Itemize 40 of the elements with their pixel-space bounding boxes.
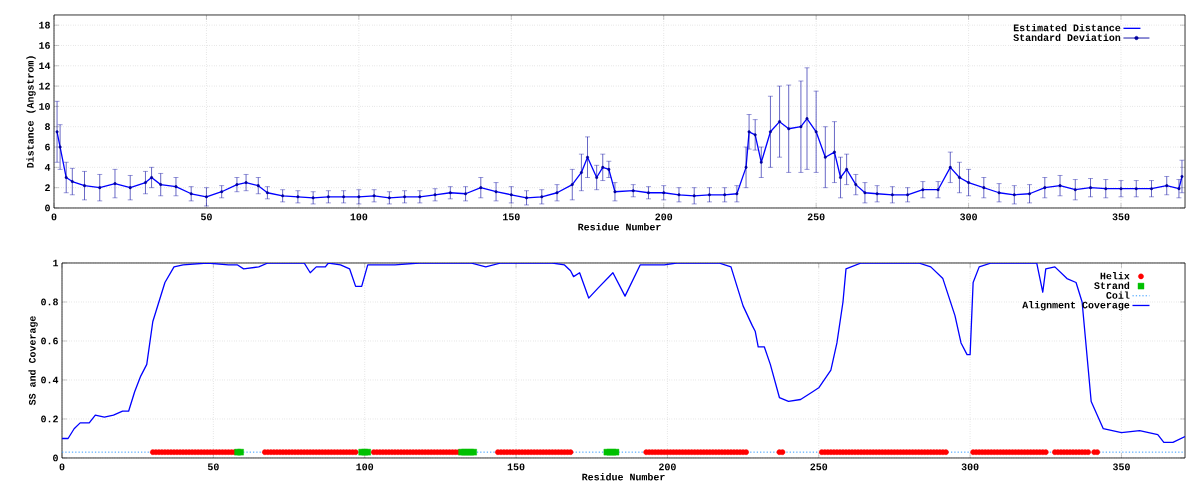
y-tick-label: 0.6: [41, 337, 58, 345]
x-tick-label: 350: [1112, 213, 1130, 221]
y-tick-label: 0.4: [41, 376, 59, 384]
x-tick-label: 300: [960, 213, 977, 221]
y-tick-label: 10: [39, 103, 50, 110]
y-tick-label: 1: [53, 259, 59, 267]
legend-label: Strand: [1094, 281, 1130, 290]
y-tick-label: 16: [39, 42, 50, 49]
legend-label: Standard Deviation: [1013, 33, 1121, 41]
x-axis-title: Residue Number: [582, 473, 665, 481]
x-tick-label: 200: [655, 213, 673, 221]
x-tick-label: 100: [356, 463, 374, 471]
legend-label: Helix: [1100, 272, 1130, 280]
y-tick-label: 0: [45, 204, 50, 212]
x-tick-label: 150: [503, 213, 520, 221]
y-tick-label: 12: [39, 82, 50, 90]
y-axis-title: Distance (Angstrom): [26, 56, 36, 168]
y-tick-label: 18: [39, 21, 50, 29]
x-tick-label: 100: [350, 213, 368, 221]
y-tick-label: 2: [45, 184, 50, 191]
x-tick-label: 300: [961, 463, 979, 471]
x-axis-title: Residue Number: [578, 223, 661, 231]
y-tick-label: 0: [53, 454, 58, 462]
x-tick-label: 200: [659, 463, 676, 471]
legend-label: Coil: [1106, 291, 1130, 299]
x-tick-label: 50: [200, 213, 212, 221]
y-tick-label: 4: [44, 164, 51, 171]
y-tick-label: 0.2: [41, 415, 58, 423]
legend-label: Estimated Distance: [1013, 23, 1121, 32]
y-tick-label: 0.8: [41, 298, 58, 306]
y-axis-title: SS and Coverage: [28, 316, 38, 406]
y-tick-label: 6: [45, 143, 50, 151]
x-tick-label: 350: [1112, 463, 1130, 471]
x-tick-label: 0: [59, 463, 65, 471]
x-tick-label: 250: [810, 463, 828, 471]
x-tick-label: 250: [807, 213, 825, 221]
y-tick-label: 14: [39, 62, 51, 70]
x-tick-label: 150: [507, 463, 525, 471]
x-tick-label: 50: [207, 463, 219, 471]
y-tick-label: 8: [45, 123, 50, 131]
